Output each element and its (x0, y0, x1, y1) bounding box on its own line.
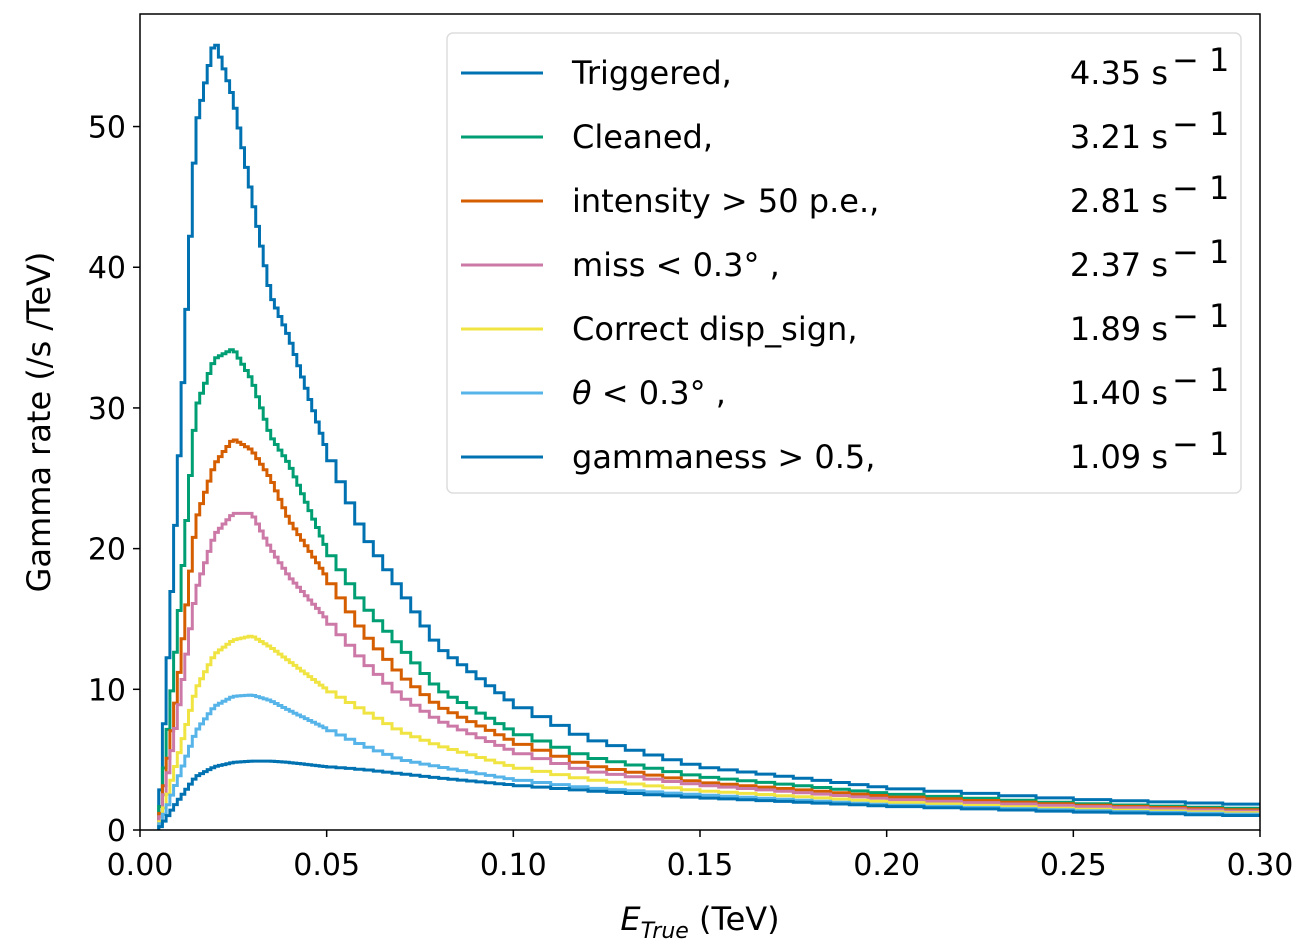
x-tick-label: 0.30 (1227, 848, 1294, 883)
x-axis-label-unit: (TeV) (689, 900, 780, 938)
legend-rate-exponent: − 1 (1172, 361, 1229, 399)
legend-label: miss < 0.3° , (572, 246, 780, 284)
legend-label: θ < 0.3° , (572, 374, 726, 412)
x-axis-label-subscript: True (641, 919, 689, 943)
legend-rate-exponent: − 1 (1172, 105, 1229, 143)
legend-rate-exponent: − 1 (1172, 41, 1229, 79)
axis-ticks: 0.00 0.05 0.10 0.15 0.20 0.25 0.30 0 10 20 30 40 50 (88, 111, 1294, 883)
series-line-6 (157, 693, 1260, 830)
x-axis-label: ETrue (TeV) (620, 900, 779, 943)
x-tick-label: 0.20 (853, 848, 920, 883)
series-line-7 (157, 759, 1260, 830)
legend-rate: 2.81 s (1070, 182, 1168, 220)
x-tick-label: 0.05 (293, 848, 360, 883)
y-tick-label: 20 (88, 533, 126, 568)
x-tick-label: 0.15 (667, 848, 734, 883)
y-tick-label: 40 (88, 251, 126, 286)
series-line-3 (157, 438, 1260, 830)
legend-rate-exponent: − 1 (1172, 169, 1229, 207)
series-line-1 (157, 43, 1260, 830)
x-axis-label-symbol: E (620, 900, 641, 938)
legend-label: Triggered, (571, 54, 732, 92)
legend-rate: 4.35 s (1070, 54, 1168, 92)
x-tick-label: 0.25 (1040, 848, 1107, 883)
y-axis-label: Gamma rate (/s /TeV) (20, 252, 58, 593)
legend-rate: 1.89 s (1070, 310, 1168, 348)
legend-rate-exponent: − 1 (1172, 425, 1229, 463)
legend-label: intensity > 50 p.e., (572, 182, 879, 220)
legend-rate-exponent: − 1 (1172, 233, 1229, 271)
legend-rate: 1.40 s (1070, 374, 1168, 412)
legend-label: gammaness > 0.5, (572, 438, 875, 476)
series-layer (157, 43, 1260, 830)
legend-rate-exponent: − 1 (1172, 297, 1229, 335)
legend-label: Cleaned, (572, 118, 713, 156)
legend-rate: 1.09 s (1070, 438, 1168, 476)
y-tick-label: 10 (88, 673, 126, 708)
x-tick-label: 0.00 (107, 848, 174, 883)
legend-label: Correct disp_sign, (572, 310, 857, 348)
series-line-2 (157, 348, 1260, 830)
series-line-5 (157, 634, 1260, 830)
y-tick-label: 0 (107, 814, 126, 849)
legend-box (446, 32, 1242, 494)
x-tick-label: 0.10 (480, 848, 547, 883)
legend-rate: 3.21 s (1070, 118, 1168, 156)
y-tick-label: 30 (88, 392, 126, 427)
legend-rate: 2.37 s (1070, 246, 1168, 284)
series-line-4 (157, 511, 1260, 830)
y-tick-label: 50 (88, 111, 126, 146)
